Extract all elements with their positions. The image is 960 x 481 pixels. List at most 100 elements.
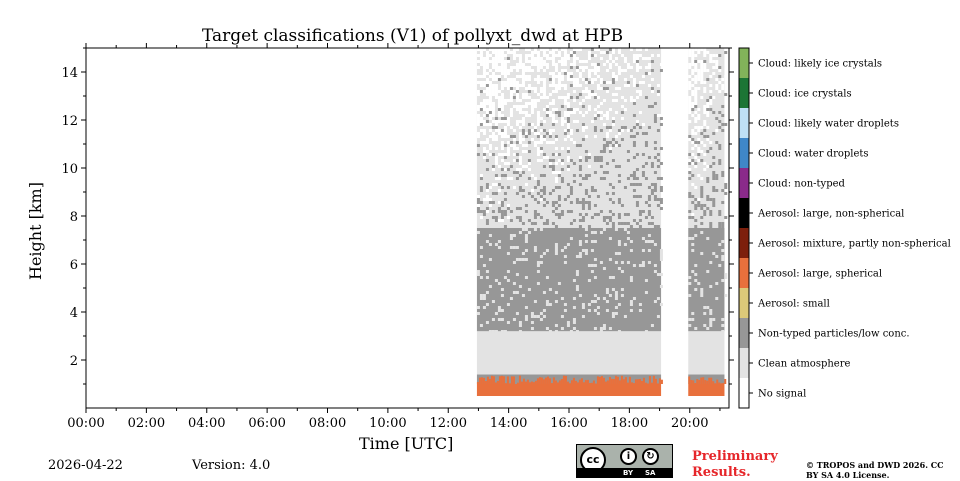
no-signal-pixel [591,93,594,96]
no-signal-pixel [600,78,603,81]
no-signal-pixel [540,159,543,162]
no-signal-pixel [525,69,528,72]
no-signal-pixel [525,114,528,117]
clean-pixel [585,228,588,231]
no-signal-pixel [624,60,627,63]
particle-pixel [639,210,642,213]
clean-pixel [477,312,480,315]
no-signal-pixel [564,120,567,123]
no-signal-pixel [489,153,492,156]
particle-pixel [516,177,519,180]
clean-pixel [694,273,697,276]
particle-pixel [718,75,721,78]
particle-pixel [657,129,660,132]
clean-pixel [480,255,483,258]
particle-pixel [612,225,615,228]
no-signal-pixel [564,87,567,90]
no-signal-pixel [691,132,694,135]
clean-pixel [700,291,703,294]
no-signal-pixel [549,84,552,87]
clean-pixel [537,282,540,285]
no-signal-pixel [492,120,495,123]
particle-pixel [691,108,694,111]
legend-label: Cloud: likely ice crystals [758,59,882,70]
particle-pixel [534,210,537,213]
no-signal-pixel [507,150,510,153]
no-signal-pixel [525,105,528,108]
no-signal-pixel [609,81,612,84]
particle-pixel [639,126,642,129]
clean-pixel [579,294,582,297]
clean-pixel [621,261,624,264]
aerosol-pixel [481,377,483,384]
particle-pixel [546,201,549,204]
particle-pixel [724,186,727,189]
particle-pixel [706,180,709,183]
no-signal-pixel [513,66,516,69]
aerosol-pixel [529,382,531,384]
particle-pixel [703,129,706,132]
no-signal-pixel [703,162,706,165]
no-signal-pixel [552,54,555,57]
aerosol-pixel [631,382,633,384]
clean-pixel [486,321,489,324]
particle-pixel [540,174,543,177]
particle-pixel [585,156,588,159]
particle-pixel [633,156,636,159]
particle-pixel [561,159,564,162]
no-signal-pixel [534,87,537,90]
particle-pixel [588,225,591,228]
particle-pixel [624,213,627,216]
particle-pixel [477,207,480,210]
particle-pixel [627,177,630,180]
particle-pixel [570,54,573,57]
no-signal-pixel [525,132,528,135]
no-signal-pixel [570,72,573,75]
no-signal-pixel [558,81,561,84]
no-signal-pixel [492,57,495,60]
no-signal-pixel [585,60,588,63]
no-signal-pixel [564,114,567,117]
particle-pixel [585,150,588,153]
no-signal-pixel [507,141,510,144]
clean-pixel [525,234,528,237]
particle-pixel [594,213,597,216]
no-signal-pixel [694,63,697,66]
particle-pixel [654,120,657,123]
aerosol-pixel [551,383,553,384]
no-signal-pixel [516,69,519,72]
clean-pixel [567,321,570,324]
clean-pixel [489,234,492,237]
no-signal-pixel [639,81,642,84]
no-signal-pixel [552,120,555,123]
no-signal-pixel [540,135,543,138]
no-signal-pixel [546,105,549,108]
clean-pixel [555,300,558,303]
particle-pixel [621,222,624,225]
no-signal-pixel [582,60,585,63]
aerosol-pixel [549,378,551,384]
clean-pixel [516,246,519,249]
aerosol-pixel [545,378,547,384]
clean-pixel [555,324,558,327]
no-signal-pixel [513,81,516,84]
particle-pixel [627,222,630,225]
no-signal-pixel [516,81,519,84]
particle-pixel [612,78,615,81]
no-signal-pixel [691,51,694,54]
aerosol-pixel [710,378,712,384]
particle-pixel [594,156,597,159]
no-signal-pixel [600,111,603,114]
no-signal-pixel [570,132,573,135]
clean-pixel [582,315,585,318]
particle-pixel [597,213,600,216]
no-signal-pixel [531,111,534,114]
no-signal-pixel [537,75,540,78]
particle-pixel [721,171,724,174]
particle-pixel [706,108,709,111]
particle-pixel [594,159,597,162]
particle-pixel [633,189,636,192]
no-signal-pixel [540,87,543,90]
aerosol-pixel [599,377,601,384]
particle-pixel [612,159,615,162]
